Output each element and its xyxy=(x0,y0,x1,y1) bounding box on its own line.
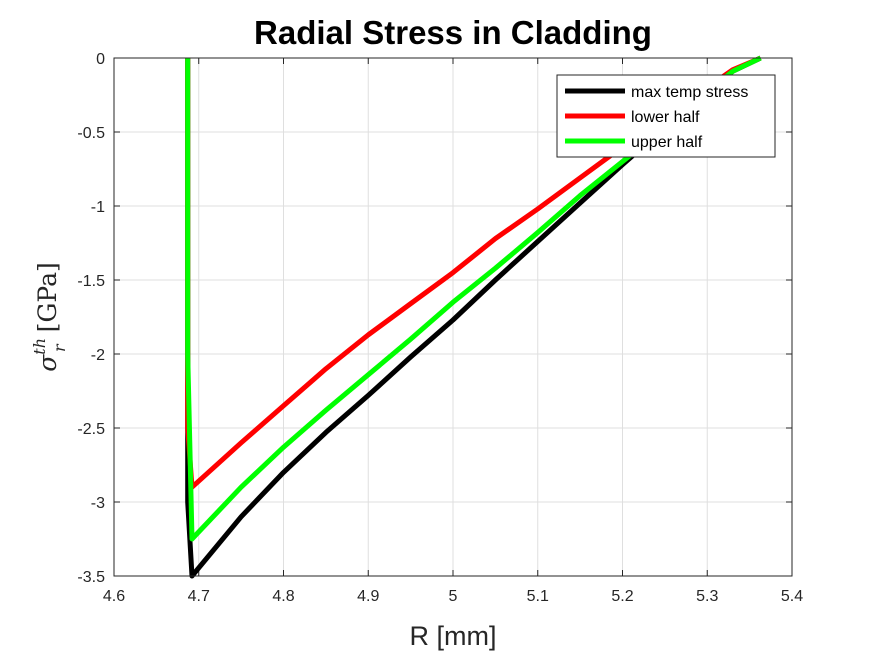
x-tick-label: 4.7 xyxy=(188,588,210,605)
y-tick-label: -2 xyxy=(91,347,105,364)
y-tick-label: -3.5 xyxy=(77,569,105,586)
x-axis-label: R [mm] xyxy=(410,621,497,651)
legend-label-2: upper half xyxy=(631,134,703,151)
y-axis-symbol: σ xyxy=(33,354,62,372)
legend: max temp stress lower half upper half xyxy=(556,74,776,158)
legend-label-1: lower half xyxy=(631,109,700,126)
y-axis-label: σthr [GPa] xyxy=(30,262,69,372)
y-tick-label: -1.5 xyxy=(77,273,105,290)
x-tick-labels: 4.6 4.7 4.8 4.9 5 5.1 5.2 5.3 5.4 xyxy=(103,588,803,605)
y-tick-label: 0 xyxy=(96,51,105,68)
x-tick-label: 5.3 xyxy=(696,588,718,605)
y-axis-unit: [GPa] xyxy=(33,262,62,332)
x-tick-label: 4.9 xyxy=(357,588,379,605)
chart-title: Radial Stress in Cladding xyxy=(254,14,652,51)
x-tick-label: 4.8 xyxy=(272,588,294,605)
y-tick-label: -0.5 xyxy=(77,125,105,142)
y-tick-label: -2.5 xyxy=(77,421,105,438)
y-tick-labels: 0 -0.5 -1 -1.5 -2 -2.5 -3 -3.5 xyxy=(77,51,105,586)
x-tick-label: 5.1 xyxy=(527,588,549,605)
x-tick-label: 5.4 xyxy=(781,588,803,605)
y-tick-label: -3 xyxy=(91,495,105,512)
x-tick-label: 5 xyxy=(449,588,458,605)
x-tick-label: 5.2 xyxy=(611,588,633,605)
y-axis-subscript: r xyxy=(50,343,69,352)
legend-label-0: max temp stress xyxy=(631,84,748,101)
y-axis-superscript: th xyxy=(30,338,49,355)
y-tick-label: -1 xyxy=(91,199,105,216)
axes-box xyxy=(113,57,793,577)
x-tick-label: 4.6 xyxy=(103,588,125,605)
